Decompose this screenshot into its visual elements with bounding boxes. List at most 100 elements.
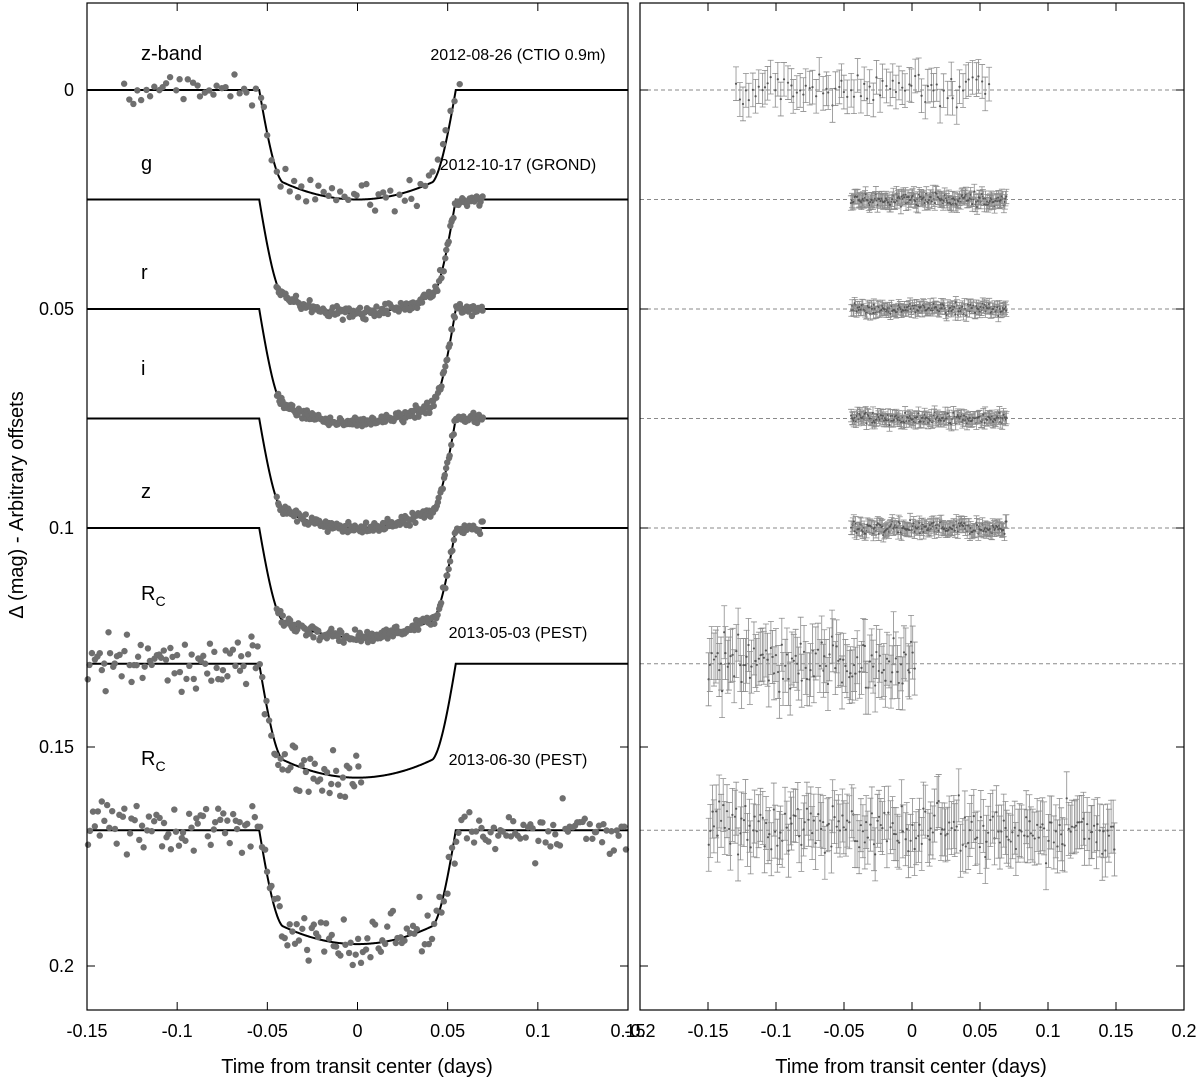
residual-point (745, 655, 748, 658)
residual-point (826, 682, 830, 686)
residual-point (914, 74, 917, 78)
residual-point (922, 196, 925, 199)
residual-point (903, 196, 906, 199)
residual-point (774, 89, 777, 92)
data-point (315, 627, 322, 635)
residual-point (809, 812, 812, 815)
residual-point (897, 81, 901, 85)
x-tick-label: 0.1 (1035, 1021, 1060, 1041)
data-point (315, 933, 322, 941)
residual-point (799, 89, 802, 92)
data-point (290, 512, 298, 520)
residual-point (916, 204, 920, 207)
data-point (244, 651, 252, 658)
x-tick-label: 0.15 (610, 1021, 645, 1041)
residual-point (733, 815, 737, 818)
residual-point (889, 87, 892, 91)
residual-point (814, 652, 817, 655)
data-point (371, 921, 379, 928)
data-point (302, 768, 310, 776)
residual-point (805, 678, 809, 681)
residual-point (823, 655, 826, 658)
data-point (123, 851, 131, 858)
residual-point (936, 801, 939, 805)
data-point (487, 829, 494, 836)
data-point (196, 93, 204, 100)
residual-point (823, 851, 826, 854)
model-curve (87, 527, 628, 639)
data-point (227, 93, 234, 100)
residual-point (916, 415, 919, 419)
x-tick-label: -0.1 (162, 1021, 193, 1041)
data-point (290, 177, 298, 185)
model-curve (87, 308, 628, 424)
residual-point (1104, 849, 1107, 852)
data-point (352, 951, 359, 958)
data-point (91, 823, 99, 830)
residual-point (766, 658, 769, 661)
data-point (259, 673, 266, 681)
residual-point (856, 306, 859, 309)
data-point (128, 678, 135, 686)
data-point (148, 661, 155, 669)
data-point (101, 817, 108, 825)
data-point (392, 939, 400, 947)
data-point (119, 813, 127, 820)
data-point (103, 801, 111, 809)
data-point (510, 818, 517, 825)
residual-point (877, 815, 881, 818)
residual-point (748, 824, 751, 827)
residual-point (1083, 837, 1086, 840)
data-point (424, 912, 431, 919)
residual-point (824, 664, 828, 668)
residual-point (874, 853, 877, 856)
residual-point (982, 530, 985, 533)
data-point (353, 752, 360, 759)
residual-point (929, 827, 932, 830)
residual-point (807, 818, 810, 821)
residual-point (939, 832, 943, 835)
residual-point (846, 819, 849, 822)
data-point (315, 182, 322, 189)
residual-point (731, 653, 734, 656)
residual-point (979, 815, 982, 819)
residual-point (716, 834, 719, 837)
residual-point (746, 838, 749, 842)
data-point (218, 676, 225, 683)
data-point (450, 536, 458, 544)
residual-point (953, 305, 956, 309)
data-point (89, 808, 97, 815)
residual-point (917, 834, 920, 837)
data-point (430, 402, 437, 410)
data-point (260, 103, 268, 111)
date-annotation: 2012-08-26 (CTIO 0.9m) (430, 47, 605, 64)
residual-point (922, 420, 925, 423)
residual-point (963, 414, 966, 417)
data-point (451, 97, 458, 105)
data-point (478, 824, 485, 832)
data-point (490, 824, 498, 831)
residual-point (873, 526, 876, 529)
residual-point (1090, 830, 1094, 834)
residual-point (881, 306, 885, 310)
data-point (345, 949, 353, 957)
residual-point (852, 520, 855, 523)
data-point (418, 299, 426, 306)
data-point (581, 815, 588, 822)
residual-point (911, 418, 914, 421)
residual-panel: -0.2 -0.15 -0.1 -0.05 0 0.05 0.1 0.15 0.2 Time f… (624, 2, 1197, 1078)
residual-point (870, 654, 873, 657)
x-tick-label: 0.15 (1098, 1021, 1133, 1041)
residual-point (741, 102, 745, 106)
x-tick-label: 0.2 (1171, 1021, 1196, 1041)
data-point (162, 656, 170, 663)
data-point (389, 633, 397, 640)
data-point (188, 651, 195, 658)
residual-point (860, 201, 863, 204)
data-point (431, 620, 438, 627)
residual-point (964, 80, 968, 83)
residual-point (1086, 823, 1089, 826)
data-point (178, 688, 185, 696)
residual-point (901, 830, 905, 833)
residual-point (858, 846, 861, 849)
